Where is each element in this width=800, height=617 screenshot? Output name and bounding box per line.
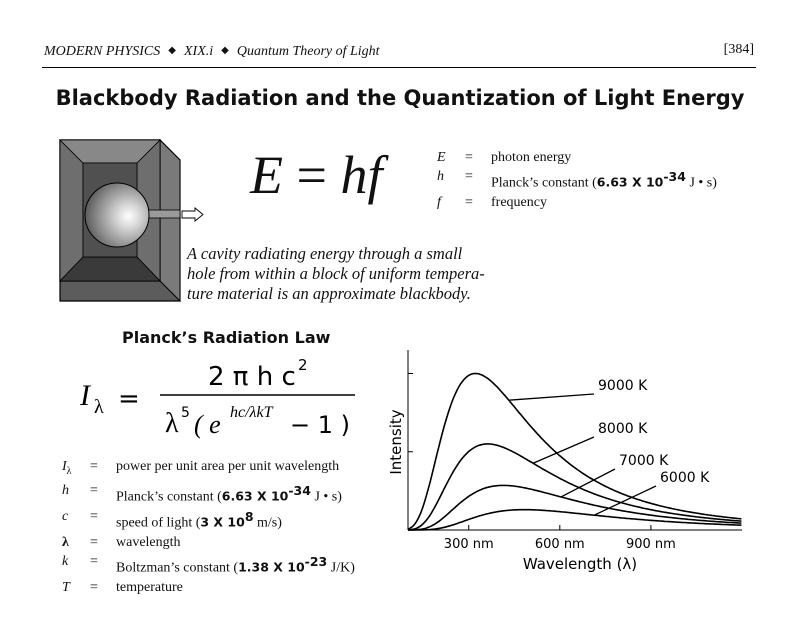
header-rule [42,67,756,68]
series-leader-line [508,393,595,401]
hf-symbol: hf [340,145,383,205]
series-line-9000k [407,372,742,530]
formula-den-lambda: λ [165,408,179,439]
energy-symbol: E [250,145,283,205]
energy-definitions: E = photon energy h = Planck’s constant … [437,148,717,212]
series-leader-line [593,485,657,516]
definition-row: E = photon energy [437,150,572,165]
equals-sign: = [296,145,327,205]
formula-lhs-sub: λ [94,396,104,418]
definition-row: λ = wavelength [62,534,181,550]
page-title: Blackbody Radiation and the Quantization… [55,86,745,110]
formula-lhs: I [80,379,92,412]
definition-row: Iλ = power per unit area per unit wavele… [62,459,340,477]
planck-formula: I λ = 2 π h c 2 λ 5 ( e hc/λkT − 1 ) [80,356,355,439]
series-label: 7000 K [619,453,669,469]
planck-definitions: Iλ = power per unit area per unit wavele… [62,457,355,597]
series-label: 6000 K [660,470,710,486]
definition-row: f = frequency [437,194,547,210]
formula-equals: = [118,384,140,414]
series-line-8000k [407,443,742,531]
x-tick-label: 900 nm [626,537,676,552]
diamond-icon: ◆ [168,45,176,56]
topic-name: Quantum Theory of Light [236,44,380,59]
formula-numerator: 2 π h c [208,362,296,392]
series-leader-line [532,436,595,464]
section-number: XIX.i [183,44,214,59]
series-line-6000k [408,508,742,531]
blackbody-caption: A cavity radiating energy through a smal… [187,244,485,303]
x-tick-label: 600 nm [535,537,585,552]
blackbody-spectrum-chart: Intensity Wavelength (λ) 300 nm 600 nm 900… [387,350,742,573]
x-axis-label: Wavelength (λ) [523,555,637,573]
course-name: MODERN PHYSICS [44,44,161,59]
definition-row: h = Planck’s constant (6.63 X 10-34 J • … [437,169,717,191]
series-leader-line [560,468,616,498]
formula-den-exp5: 5 [181,405,190,421]
diamond-icon: ◆ [221,45,229,56]
photon-energy-equation: E = hf [250,144,382,206]
series-label: 9000 K [598,378,648,394]
formula-numerator-exp: 2 [298,356,308,374]
definition-row: c = speed of light (3 X 108 m/s) [62,508,282,531]
formula-den-exp: hc/λkT [230,404,274,421]
blackbody-cavity-illustration [59,138,204,303]
formula-den-open: ( e [194,410,221,439]
series-line-7000k [408,484,742,531]
series-label: 8000 K [598,421,648,437]
definition-row: k = Boltzman’s constant (1.38 X 10-23 J/… [62,553,355,576]
formula-den-close: − 1 ) [290,411,350,439]
definition-row: T = temperature [62,579,183,595]
page-number: [384] [723,42,754,57]
running-header: MODERN PHYSICS ◆ XIX.i ◆ Quantum Theory of L… [44,44,380,60]
y-axis-label: Intensity [387,409,405,474]
x-tick-label: 300 nm [444,537,494,552]
planck-law-title: Planck’s Radiation Law [122,328,331,347]
definition-row: h = Planck’s constant (6.63 X 10-34 J • … [62,483,342,505]
